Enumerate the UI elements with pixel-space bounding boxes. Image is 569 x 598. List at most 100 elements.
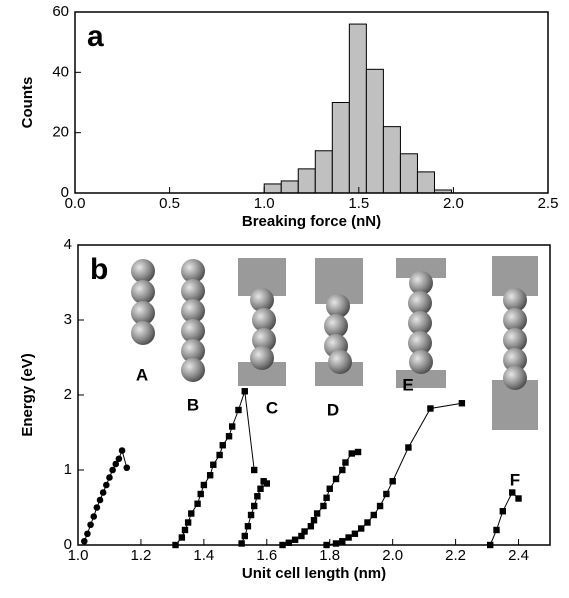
marker xyxy=(115,455,123,463)
bar xyxy=(297,168,316,194)
marker xyxy=(493,526,500,534)
marker xyxy=(351,530,359,537)
bar xyxy=(382,126,401,194)
marker xyxy=(197,490,204,498)
marker xyxy=(348,450,355,457)
marker xyxy=(323,494,330,501)
bar xyxy=(365,68,384,194)
marker xyxy=(291,536,299,543)
marker xyxy=(84,530,91,538)
panel-label: b xyxy=(90,253,108,286)
marker xyxy=(244,523,252,530)
marker xyxy=(326,485,333,492)
series-line xyxy=(282,451,359,546)
marker xyxy=(257,485,264,492)
y-tick-label: 20 xyxy=(52,124,69,141)
bar xyxy=(280,180,299,194)
marker xyxy=(515,495,522,502)
marker xyxy=(188,510,195,517)
marker xyxy=(93,504,101,511)
marker xyxy=(364,519,371,526)
marker xyxy=(99,489,107,496)
marker xyxy=(181,526,189,534)
y-tick-label: 2 xyxy=(64,386,72,403)
x-tick-label: 2.0 xyxy=(443,195,464,212)
x-axis-label: Breaking force (nN) xyxy=(242,213,381,230)
marker xyxy=(339,538,346,545)
series-label: B xyxy=(187,395,199,414)
marker xyxy=(106,474,113,481)
series-label: E xyxy=(402,375,413,394)
y-tick-label: 0 xyxy=(64,536,72,553)
marker xyxy=(427,405,434,412)
marker xyxy=(307,523,315,530)
marker xyxy=(241,532,248,540)
series-label: D xyxy=(327,400,339,419)
marker xyxy=(206,472,214,479)
series-label: C xyxy=(266,398,278,417)
panel-label: a xyxy=(87,20,104,53)
marker xyxy=(200,481,208,489)
y-tick-label: 3 xyxy=(64,311,72,328)
marker xyxy=(298,532,305,540)
marker xyxy=(376,502,384,510)
marker xyxy=(345,534,352,541)
marker xyxy=(405,444,412,451)
marker xyxy=(235,406,242,414)
marker xyxy=(87,521,94,529)
marker xyxy=(354,448,362,456)
series-line xyxy=(326,402,462,546)
atom-images xyxy=(131,256,538,430)
marker xyxy=(332,540,340,547)
marker xyxy=(320,502,327,510)
marker xyxy=(251,502,258,510)
y-tick-label: 0 xyxy=(61,184,69,201)
marker xyxy=(118,447,126,454)
x-tick-label: 2.5 xyxy=(538,195,559,212)
series-line xyxy=(489,491,519,546)
marker xyxy=(228,423,236,430)
marker xyxy=(509,489,516,496)
bar xyxy=(331,102,350,194)
y-tick-label: 1 xyxy=(64,461,72,478)
series-label: A xyxy=(136,365,148,384)
y-tick-label: 60 xyxy=(52,3,69,20)
marker xyxy=(109,466,116,474)
marker xyxy=(254,493,261,500)
marker xyxy=(251,466,258,474)
marker xyxy=(241,388,248,395)
x-tick-label: 1.5 xyxy=(348,195,369,212)
marker xyxy=(96,496,104,504)
marker xyxy=(339,466,346,474)
marker xyxy=(178,534,186,541)
bar xyxy=(263,183,282,194)
x-tick-label: 1.4 xyxy=(193,547,214,564)
x-tick-label: 1.6 xyxy=(256,547,277,564)
marker xyxy=(301,528,308,535)
marker xyxy=(499,508,506,515)
marker xyxy=(80,537,88,545)
x-axis-label: Unit cell length (nm) xyxy=(242,565,386,582)
y-axis-label: Counts xyxy=(19,77,36,129)
marker xyxy=(332,475,340,483)
y-axis-label: Energy (eV) xyxy=(19,353,36,436)
bar xyxy=(314,150,333,194)
marker xyxy=(358,525,365,532)
x-tick-label: 2.0 xyxy=(382,547,403,564)
marker xyxy=(90,513,98,520)
marker xyxy=(383,490,390,498)
y-tick-label: 4 xyxy=(64,236,72,253)
marker xyxy=(123,464,131,472)
marker xyxy=(370,511,377,519)
x-tick-label: 0.0 xyxy=(65,195,86,212)
bar xyxy=(416,171,435,194)
marker xyxy=(342,459,349,466)
marker xyxy=(310,517,318,524)
marker xyxy=(458,400,466,407)
marker xyxy=(263,480,270,487)
marker xyxy=(389,478,396,485)
x-tick-label: 0.5 xyxy=(159,195,180,212)
marker xyxy=(103,481,110,489)
marker xyxy=(219,442,226,449)
